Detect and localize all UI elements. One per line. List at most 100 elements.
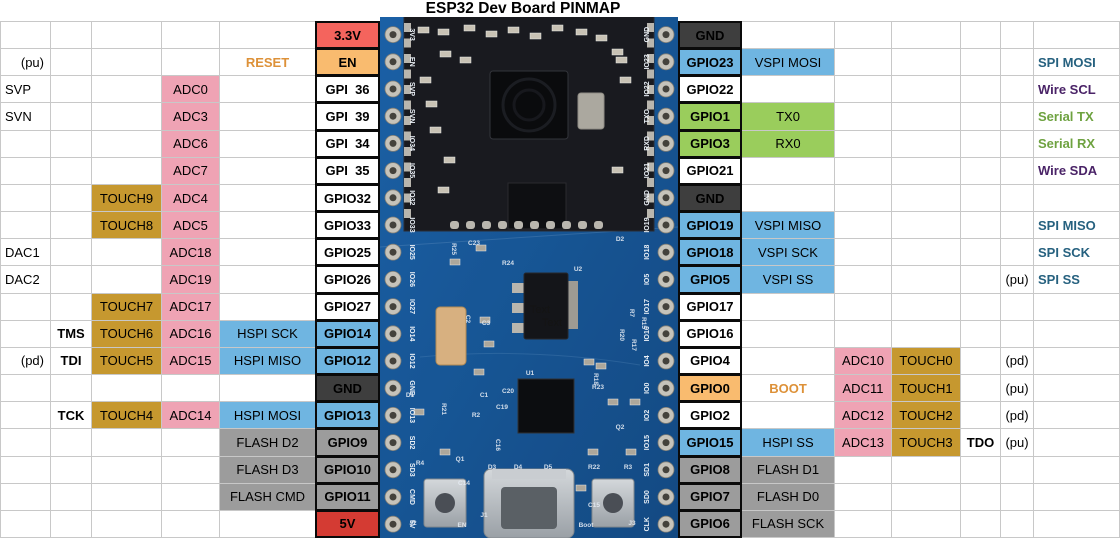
right-cell-r10-c4	[961, 293, 1000, 320]
left-cell-r7-c1	[51, 212, 91, 239]
edge-label-left: IO33	[408, 217, 415, 232]
silkscreen-label: C16	[494, 439, 501, 451]
left-cell-r5-c2	[92, 157, 161, 184]
left-cell-r17-c0	[1, 483, 50, 510]
right-cell-r2-c2	[835, 76, 891, 103]
left-cell-r15-c1	[51, 429, 91, 456]
pin-gpio23: GPIO23	[678, 48, 742, 77]
pin-gpio14: GPIO14	[315, 319, 380, 348]
silkscreen-label: R15	[640, 317, 647, 329]
pin-3-3v: 3.3V	[315, 20, 380, 50]
right-cell-r12-c4	[961, 347, 1000, 375]
silkscreen-label: J1	[480, 512, 488, 519]
left-cell-r7-c0	[1, 212, 50, 239]
left-label-adc3: ADC3	[162, 103, 219, 130]
edge-label-right: TXO	[644, 108, 651, 123]
left-label-adc19: ADC19	[162, 266, 219, 293]
edge-label-left: EN	[408, 57, 415, 67]
right-label-touch0: TOUCH0	[892, 347, 960, 375]
right-cell-r0-c4	[961, 22, 1000, 49]
right-cell-r8-c3	[892, 239, 960, 266]
right-label-touch3: TOUCH3	[892, 429, 960, 456]
silkscreen-label: R22	[588, 464, 600, 471]
right-cell-r16-c3	[892, 456, 960, 483]
edge-label-left: IO12	[408, 353, 415, 368]
pin-gpio19: GPIO19	[678, 211, 742, 240]
edge-label-right: SD0	[644, 490, 651, 504]
right-label-spi-sck: SPI SCK	[1034, 239, 1119, 266]
pin-holes	[384, 26, 675, 533]
right-label-adc11: ADC11	[835, 375, 891, 402]
overlay-text: Text	[530, 304, 550, 316]
right-cell-r5-c3	[892, 157, 960, 184]
pin-gpio4: GPIO4	[678, 346, 742, 376]
right-cell-r0-c2	[835, 22, 891, 49]
right-cell-r16-c6	[1034, 456, 1119, 483]
left-cell-r3-c4	[220, 103, 315, 130]
right-cell-r2-c4	[961, 76, 1000, 103]
left-cell-r17-c2	[92, 483, 161, 510]
right-label-hspi-ss: HSPI SS	[742, 429, 834, 456]
right-label-serial-tx: Serial TX	[1034, 103, 1119, 130]
silkscreen-label: D3	[488, 464, 497, 471]
left-cell-r10-c0	[1, 293, 50, 320]
page-title: ESP32 Dev Board PINMAP	[425, 0, 621, 17]
right-cell-r10-c2	[835, 293, 891, 320]
left-cell-r7-c4	[220, 212, 315, 239]
pin-gpio16: GPIO16	[678, 319, 742, 348]
silkscreen-label: C23	[468, 240, 480, 247]
left-cell-r17-c3	[162, 483, 219, 510]
edge-label-left: IO14	[408, 326, 415, 341]
silkscreen-label: EN	[457, 522, 466, 529]
silkscreen-label: D2	[616, 236, 625, 243]
left-label-adc5: ADC5	[162, 212, 219, 239]
right-label-pd: (pd)	[1001, 402, 1033, 429]
silkscreen-label: U2	[574, 266, 583, 273]
right-cell-r9-c4	[961, 266, 1000, 293]
right-label-spi-miso: SPI MISO	[1034, 212, 1119, 239]
right-cell-r12-c6	[1034, 347, 1119, 375]
right-cell-r11-c6	[1034, 320, 1119, 347]
left-cell-r10-c1	[51, 293, 91, 320]
left-cell-r4-c2	[92, 130, 161, 157]
right-cell-r0-c1	[742, 22, 834, 49]
left-cell-r9-c2	[92, 266, 161, 293]
pin-gpi-35: GPI 35	[315, 156, 380, 185]
left-cell-r4-c1	[51, 130, 91, 157]
pin-gpio11: GPIO11	[315, 482, 380, 511]
silkscreen-label: Q2	[616, 424, 625, 431]
left-cell-r6-c1	[51, 184, 91, 212]
right-cell-r17-c5	[1001, 483, 1033, 510]
silkscreen-label: R23	[592, 384, 604, 391]
right-cell-r8-c5	[1001, 239, 1033, 266]
right-cell-r4-c4	[961, 130, 1000, 157]
pin-gpio18: GPIO18	[678, 238, 742, 267]
left-cell-r13-c1	[51, 375, 91, 402]
right-cell-r3-c2	[835, 103, 891, 130]
silkscreen-label: R3	[624, 464, 633, 471]
pin-gpio17: GPIO17	[678, 292, 742, 321]
right-cell-r0-c3	[892, 22, 960, 49]
right-cell-r18-c5	[1001, 510, 1033, 537]
right-cell-r5-c2	[835, 157, 891, 184]
left-label-flash-d3: FLASH D3	[220, 456, 315, 483]
right-label-pu: (pu)	[1001, 266, 1033, 293]
right-cell-r18-c6	[1034, 510, 1119, 537]
right-cell-r18-c3	[892, 510, 960, 537]
silkscreen-label: C19	[496, 404, 508, 411]
right-cell-r1-c3	[892, 49, 960, 76]
right-label-touch1: TOUCH1	[892, 375, 960, 402]
left-label-flash-d2: FLASH D2	[220, 429, 315, 456]
edge-label-left: IO27	[408, 299, 415, 314]
right-pin-table: GND GPIO23 VSPI MOSI SPI MOSI GPIO22 Wire SCL…	[678, 20, 1120, 538]
right-cell-r1-c2	[835, 49, 891, 76]
left-cell-r3-c2	[92, 103, 161, 130]
left-label-adc16: ADC16	[162, 320, 219, 347]
silkscreen-label: D1	[406, 392, 415, 399]
left-cell-r0-c0	[1, 22, 50, 49]
left-cell-r2-c1	[51, 76, 91, 103]
edge-label-left: IO35	[408, 163, 415, 178]
left-cell-r0-c3	[162, 22, 219, 49]
right-cell-r10-c1	[742, 293, 834, 320]
right-label-adc10: ADC10	[835, 347, 891, 375]
